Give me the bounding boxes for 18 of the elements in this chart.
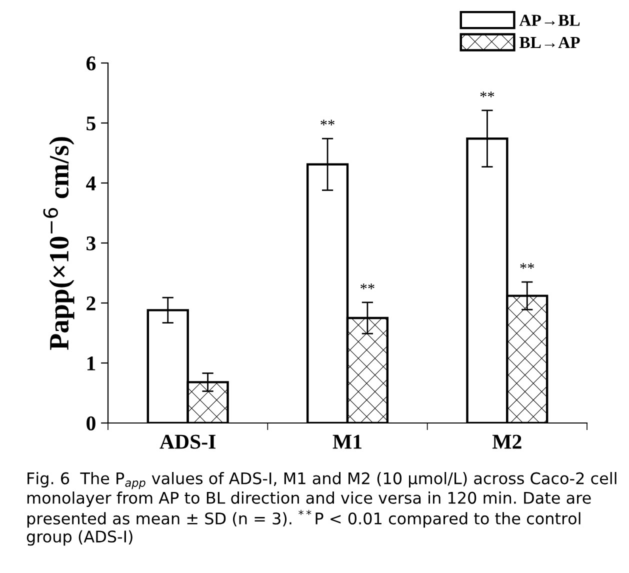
- y-tick-label: 6: [86, 56, 96, 70]
- y-tick-label: 1: [87, 356, 96, 370]
- y-tick-label: 4: [86, 176, 96, 190]
- x-tick-label: ADS-I: [160, 434, 216, 449]
- annotation: **: [360, 284, 374, 290]
- y-axis-title: Papp(×10$^{−6}$ cm/s): [43, 137, 74, 350]
- legend-label: BL→AP: [519, 36, 580, 48]
- annotation: **: [480, 92, 494, 98]
- x-tick-label: M2: [492, 434, 522, 449]
- x-tick-label: M1: [332, 434, 362, 449]
- y-tick-label: 5: [86, 116, 96, 130]
- annotation: **: [520, 263, 534, 269]
- text: Fig. 6 The P$_{app}$ values of ADS-I, M1 and M2 (10 μmol/L) across Caco-2 cell monolayer from AP to BL direction and vice versa in 120 min. Date are presented as mean ± SD (n = 3). $^{**}$P < 0.01 compared to the control group (ADS-I): [26, 472, 616, 546]
- y-tick-label: 2: [86, 296, 96, 310]
- legend-label: AP→BL: [519, 14, 580, 26]
- annotation: **: [320, 120, 334, 126]
- y-tick-label: 3: [86, 236, 96, 250]
- y-tick-label: 0: [86, 416, 96, 430]
